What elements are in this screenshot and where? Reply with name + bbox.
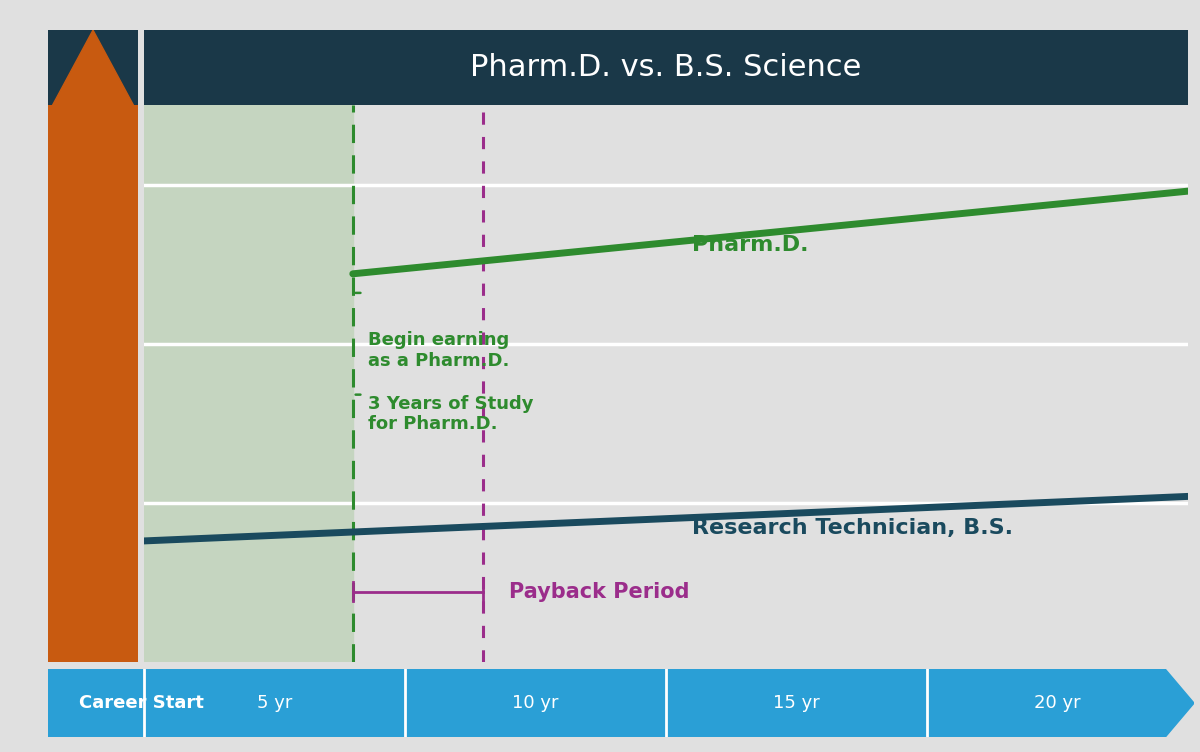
- Text: 3 Years of Study
for Pharm.D.: 3 Years of Study for Pharm.D.: [368, 395, 534, 433]
- Bar: [144, 105, 353, 662]
- Text: Pharm.D. vs. B.S. Science: Pharm.D. vs. B.S. Science: [470, 53, 862, 82]
- Text: Research Technician, B.S.: Research Technician, B.S.: [692, 517, 1013, 538]
- Text: 5 yr: 5 yr: [257, 694, 292, 712]
- Text: Payback Period: Payback Period: [510, 582, 690, 602]
- Text: 15 yr: 15 yr: [773, 694, 820, 712]
- Text: Begin earning
as a Pharm.D.: Begin earning as a Pharm.D.: [368, 331, 510, 370]
- Polygon shape: [53, 30, 133, 105]
- Text: 10 yr: 10 yr: [512, 694, 559, 712]
- Polygon shape: [48, 669, 1194, 737]
- Text: Pharm.D.: Pharm.D.: [692, 235, 809, 255]
- Text: Career Start: Career Start: [78, 694, 204, 712]
- Text: 20 yr: 20 yr: [1034, 694, 1081, 712]
